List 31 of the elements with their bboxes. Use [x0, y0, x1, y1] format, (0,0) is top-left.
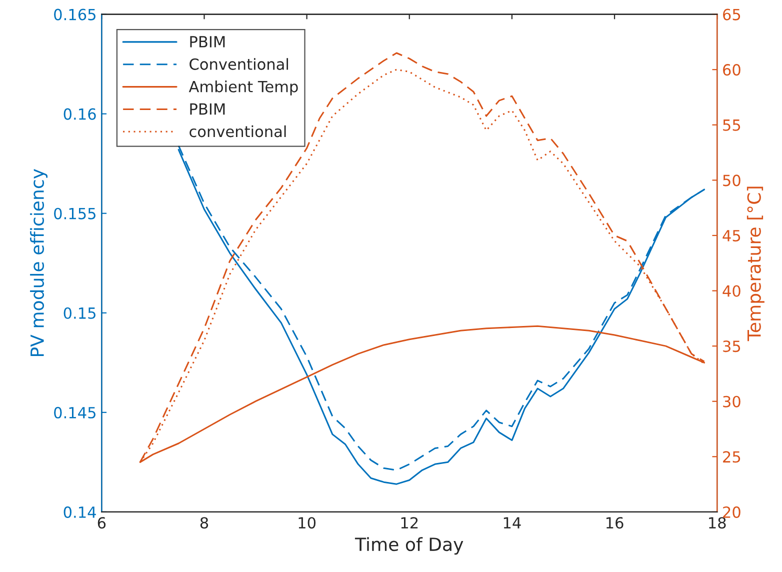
y-tick-label: 0.15	[64, 307, 96, 319]
y2-tick-label: 55	[723, 120, 740, 131]
y2-tick-label: 60	[723, 64, 740, 76]
x-tick-label: 16	[606, 517, 624, 529]
y2-tick-label: 40	[722, 285, 740, 297]
y2-tick-label: 45	[722, 230, 740, 242]
y2-tick-label: 20	[723, 506, 740, 518]
y2-tick-label: 50	[723, 174, 740, 186]
y2-tick-label: 65	[723, 8, 740, 20]
y-tick-label: 0.145	[54, 406, 96, 418]
x-tick-label: 6	[98, 517, 106, 529]
y2-axis-title: Temperature [°C]	[746, 186, 764, 342]
x-tick-label: 8	[200, 517, 208, 529]
x-tick-label: 10	[298, 517, 316, 529]
x-tick-label: 14	[504, 517, 521, 528]
y2-tick-label: 25	[723, 451, 740, 463]
legend-label: Ambient Temp	[188, 80, 298, 96]
x-tick-label: 12	[401, 517, 418, 528]
legend-label: PBIM	[190, 103, 225, 115]
y-tick-label: 0.16	[64, 108, 96, 120]
x-tick-label: 18	[709, 517, 726, 529]
y2-tick-label: 35	[723, 340, 740, 352]
legend-label: PBIM	[190, 36, 225, 48]
y-tick-label: 0.165	[54, 8, 96, 20]
legend-label: Conventional	[190, 58, 288, 70]
y-axis-title: PV module efficiency	[30, 168, 48, 356]
legend-label: conventional	[190, 125, 286, 138]
y2-tick-label: 30	[723, 396, 740, 408]
x-axis-title: Time of Day	[354, 537, 464, 555]
y-tick-label: 0.14	[64, 506, 96, 518]
y-tick-label: 0.155	[54, 208, 96, 220]
